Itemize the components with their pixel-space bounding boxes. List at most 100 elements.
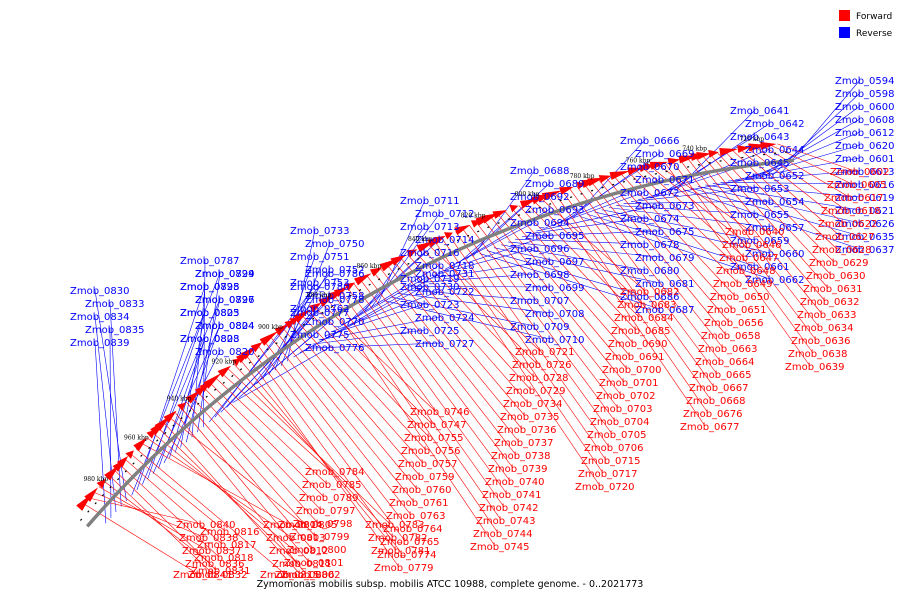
- gene-label: Zmob_0700: [602, 365, 662, 376]
- gene-label: Zmob_0673: [635, 201, 695, 212]
- leader-line: [504, 210, 631, 357]
- gene-label: Zmob_0757: [398, 459, 458, 470]
- gene-label: Zmob_0689: [525, 179, 585, 190]
- leader-line: [146, 437, 292, 538]
- leader-line: [462, 228, 613, 435]
- leader-line: [634, 169, 742, 271]
- gene-label: Zmob_0740: [485, 477, 545, 488]
- gene-label: Zmob_0718: [415, 261, 475, 272]
- forward-gene: [509, 204, 519, 213]
- tick-label: 940 kbp: [167, 395, 192, 402]
- gene-label: Zmob_0801: [284, 558, 344, 569]
- tick-label: 960 kbp: [124, 435, 149, 442]
- leader-line: [413, 250, 535, 378]
- leader-line: [465, 182, 551, 260]
- gene-label: Zmob_0683: [617, 300, 677, 311]
- gene-label: Zmob_0818: [194, 553, 254, 564]
- forward-gene: [116, 456, 129, 468]
- leader-line: [620, 173, 736, 297]
- leader-line: [136, 285, 206, 491]
- gene-label: Zmob_0835: [85, 325, 145, 336]
- leader-line: [518, 205, 637, 331]
- leader-line: [308, 310, 430, 438]
- leader-line: [197, 392, 319, 524]
- scale-tick: 920 kbp: [212, 359, 237, 366]
- leader-line: [94, 315, 117, 513]
- forward-gene: [627, 167, 642, 176]
- forward-gene: [96, 478, 107, 489]
- gene-label: Zmob_0723: [400, 300, 460, 311]
- tick-label: 740 kbp: [682, 145, 707, 152]
- leader-line: [605, 177, 730, 323]
- gene-label: Zmob_0613: [835, 167, 895, 178]
- leader-line: [444, 221, 536, 270]
- gene-label: Zmob_0753: [290, 278, 350, 289]
- gene-label: Zmob_0803: [180, 308, 240, 319]
- gene-label: Zmob_0639: [785, 362, 845, 373]
- leader-line: [576, 185, 718, 375]
- forward-gene: [84, 487, 99, 502]
- forward-gene: [760, 141, 777, 150]
- leader-line: [565, 152, 661, 222]
- gene-label: Zmob_0660: [745, 249, 805, 260]
- gene-label: Zmob_0785: [302, 480, 362, 491]
- gene-label: Zmob_0701: [599, 378, 659, 389]
- gene-label: Zmob_0618: [821, 206, 881, 217]
- leader-line: [540, 197, 646, 292]
- gene-label: Zmob_0770: [305, 317, 365, 328]
- forward-gene: [519, 199, 537, 209]
- gene-label: Zmob_0744: [473, 529, 533, 540]
- leader-line: [227, 368, 391, 525]
- gene-label: Zmob_0734: [503, 399, 563, 410]
- scale-tick: 940 kbp: [167, 395, 192, 402]
- forward-gene: [203, 373, 222, 389]
- gene-label: Zmob_0622: [818, 219, 878, 230]
- gene-label: Zmob_0759: [395, 472, 455, 483]
- forward-gene: [609, 170, 630, 180]
- leader-line: [780, 79, 861, 174]
- leader-line: [337, 277, 426, 328]
- gene-label: Zmob_0636: [791, 336, 851, 347]
- forward-gene: [541, 190, 563, 201]
- leader-line: [608, 207, 771, 228]
- gene-label: Zmob_0716: [400, 248, 460, 259]
- gene-label: Zmob_0627: [815, 232, 875, 243]
- tick-label: 880 kbp: [307, 292, 332, 299]
- gene-label: Zmob_0779: [374, 563, 434, 574]
- gene-label: Zmob_0669: [635, 149, 695, 160]
- gene-label: Zmob_0598: [835, 89, 895, 100]
- gene-label: Zmob_0653: [730, 184, 790, 195]
- gene-label: Zmob_0719: [400, 274, 460, 285]
- leader-line: [214, 285, 316, 418]
- gene-label: Zmob_0736: [497, 425, 557, 436]
- gene-label: Zmob_0817: [197, 540, 257, 551]
- legend: Forward Reverse: [839, 10, 893, 39]
- gene-label: Zmob_0674: [620, 214, 680, 225]
- forward-gene: [293, 309, 312, 323]
- leader-line: [616, 205, 756, 215]
- gene-label: Zmob_0829: [195, 269, 255, 280]
- leader-line: [486, 250, 646, 297]
- gene-label: Zmob_0662: [745, 275, 805, 286]
- gene-label: Zmob_0641: [730, 106, 790, 117]
- leader-line: [427, 244, 541, 352]
- gene-label: Zmob_0729: [506, 386, 566, 397]
- gene-label: Zmob_0612: [835, 128, 895, 139]
- gene-label: Zmob_0838: [179, 533, 239, 544]
- gene-label: Zmob_0710: [525, 335, 585, 346]
- gene-label: Zmob_0649: [713, 279, 773, 290]
- leader-line: [762, 145, 850, 198]
- leader-line: [590, 181, 724, 349]
- leader-line: [777, 143, 856, 172]
- scale-tick: 760 kbp: [626, 158, 651, 165]
- gene-label: Zmob_0676: [683, 409, 743, 420]
- gene-label: Zmob_0652: [745, 171, 805, 182]
- gene-label: Zmob_0697: [525, 257, 585, 268]
- forward-gene: [492, 210, 507, 219]
- leader-line: [757, 118, 861, 177]
- gene-label: Zmob_0752: [305, 265, 365, 276]
- leader-line: [232, 346, 331, 403]
- gene-label: Zmob_0671: [635, 175, 695, 186]
- scale-tick: 880 kbp: [307, 292, 332, 299]
